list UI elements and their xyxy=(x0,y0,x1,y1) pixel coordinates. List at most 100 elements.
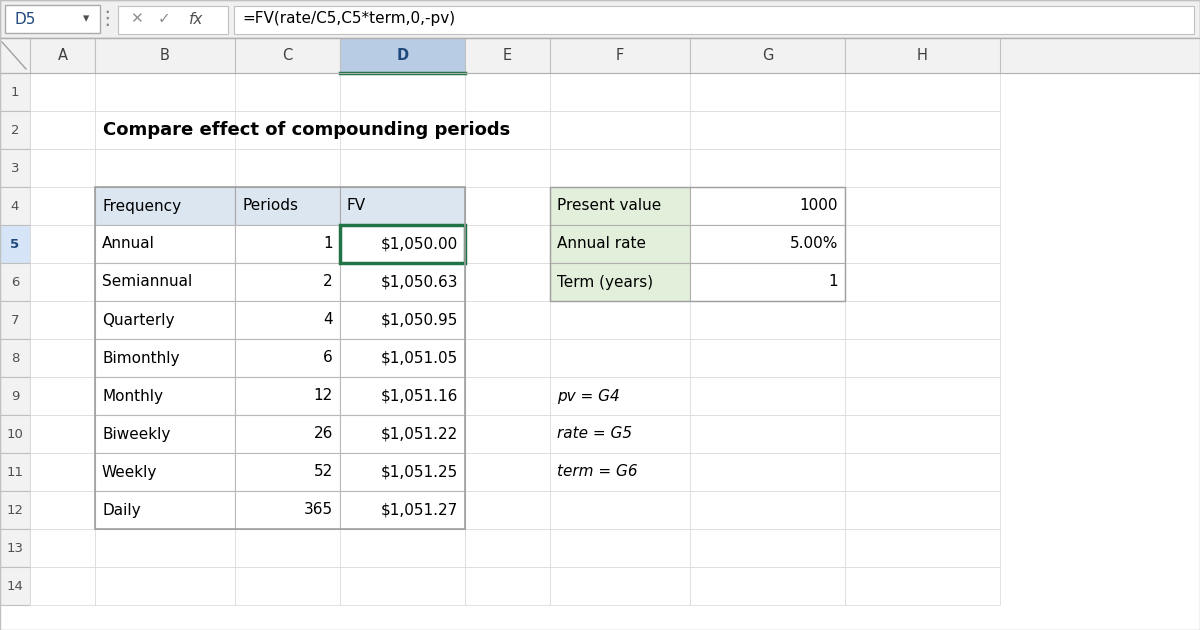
Bar xyxy=(845,529,1000,567)
Bar xyxy=(340,149,466,187)
Bar xyxy=(95,38,235,73)
Bar xyxy=(690,38,845,73)
Bar xyxy=(340,225,466,263)
Text: Bimonthly: Bimonthly xyxy=(102,350,180,365)
Bar xyxy=(845,491,1000,529)
Text: $1,050.95: $1,050.95 xyxy=(380,312,458,328)
Bar xyxy=(235,301,340,339)
Text: 5: 5 xyxy=(11,238,19,251)
Bar xyxy=(95,187,466,529)
Bar xyxy=(95,453,235,491)
Bar xyxy=(95,225,235,263)
Text: ✕: ✕ xyxy=(130,11,143,26)
Text: Annual rate: Annual rate xyxy=(557,236,646,251)
Bar xyxy=(235,339,340,377)
Bar xyxy=(340,339,466,377)
Text: 1: 1 xyxy=(828,275,838,290)
Bar xyxy=(550,529,690,567)
Bar xyxy=(95,263,235,301)
Bar xyxy=(550,415,690,453)
Bar xyxy=(466,415,550,453)
Bar xyxy=(30,263,95,301)
Bar xyxy=(550,187,690,225)
Bar xyxy=(95,415,235,453)
Text: Weekly: Weekly xyxy=(102,464,157,479)
Bar xyxy=(690,415,845,453)
Bar xyxy=(30,187,95,225)
Bar xyxy=(845,225,1000,263)
Bar xyxy=(690,263,845,301)
Bar xyxy=(690,187,845,225)
Bar xyxy=(550,187,845,301)
Bar xyxy=(235,149,340,187)
Bar xyxy=(30,491,95,529)
Text: Quarterly: Quarterly xyxy=(102,312,174,328)
Bar xyxy=(235,415,340,453)
Text: $1,051.16: $1,051.16 xyxy=(380,389,458,403)
Bar xyxy=(235,415,340,453)
Bar xyxy=(845,567,1000,605)
Bar xyxy=(0,567,30,605)
Bar xyxy=(466,453,550,491)
Bar xyxy=(95,567,235,605)
Bar xyxy=(550,38,690,73)
Bar xyxy=(550,377,690,415)
Bar xyxy=(466,301,550,339)
Bar xyxy=(690,73,845,111)
Bar xyxy=(845,111,1000,149)
Bar xyxy=(845,263,1000,301)
Text: 2: 2 xyxy=(323,275,334,290)
Bar xyxy=(235,263,340,301)
Bar xyxy=(466,263,550,301)
Text: Semiannual: Semiannual xyxy=(102,275,192,290)
Bar xyxy=(340,377,466,415)
Bar xyxy=(95,491,235,529)
Bar xyxy=(30,301,95,339)
Bar xyxy=(235,453,340,491)
Bar xyxy=(30,453,95,491)
Bar xyxy=(340,263,466,301)
Bar xyxy=(340,567,466,605)
Text: F: F xyxy=(616,48,624,63)
Text: $1,051.22: $1,051.22 xyxy=(380,427,458,442)
Text: ✓: ✓ xyxy=(157,11,170,26)
Text: Periods: Periods xyxy=(242,198,298,214)
Text: $1,051.05: $1,051.05 xyxy=(380,350,458,365)
Text: Present value: Present value xyxy=(557,198,661,214)
Bar xyxy=(550,263,690,301)
Bar xyxy=(690,225,845,263)
Bar xyxy=(845,377,1000,415)
Text: fx: fx xyxy=(188,11,203,26)
Text: 8: 8 xyxy=(11,352,19,365)
Bar xyxy=(235,491,340,529)
Text: Term (years): Term (years) xyxy=(557,275,653,290)
Bar xyxy=(95,149,235,187)
Bar xyxy=(466,38,550,73)
Bar xyxy=(340,453,466,491)
Text: 3: 3 xyxy=(11,161,19,175)
Bar xyxy=(550,73,690,111)
Text: rate = G5: rate = G5 xyxy=(557,427,632,442)
Bar xyxy=(550,263,690,301)
Bar xyxy=(845,38,1000,73)
Bar xyxy=(845,73,1000,111)
Bar xyxy=(235,301,340,339)
Bar xyxy=(845,187,1000,225)
Bar xyxy=(5,5,100,33)
Text: ⋮: ⋮ xyxy=(97,9,116,28)
Bar xyxy=(30,377,95,415)
Bar xyxy=(95,529,235,567)
Bar xyxy=(95,415,235,453)
Bar xyxy=(550,225,690,263)
Bar xyxy=(466,377,550,415)
Bar xyxy=(0,0,1200,38)
Bar xyxy=(95,301,235,339)
Text: E: E xyxy=(503,48,512,63)
Text: 13: 13 xyxy=(6,542,24,554)
Bar xyxy=(30,111,95,149)
Bar xyxy=(0,339,30,377)
Bar xyxy=(95,339,235,377)
Text: 1000: 1000 xyxy=(799,198,838,214)
Text: 365: 365 xyxy=(304,503,334,517)
Text: term = G6: term = G6 xyxy=(557,464,637,479)
